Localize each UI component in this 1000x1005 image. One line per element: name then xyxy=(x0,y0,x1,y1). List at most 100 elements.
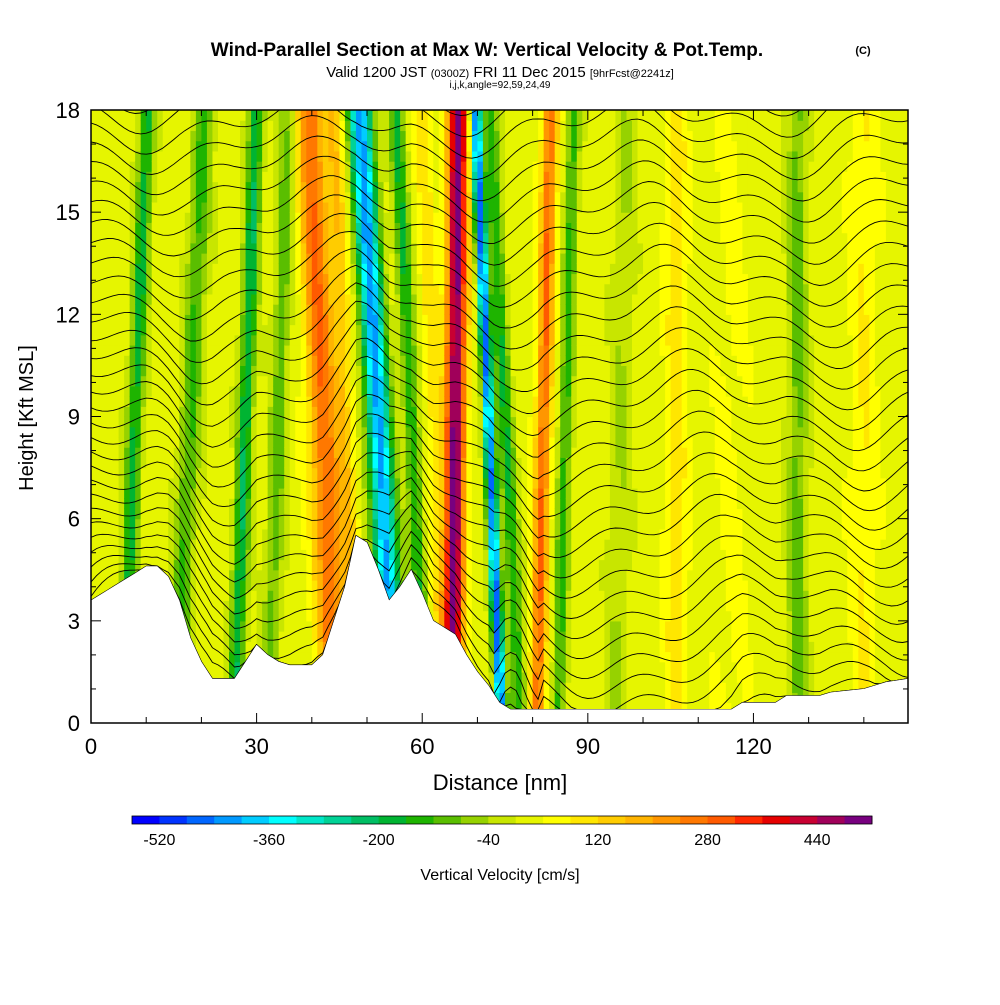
velocity-cell xyxy=(206,140,214,152)
velocity-cell xyxy=(317,365,324,377)
velocity-cell xyxy=(493,692,501,704)
velocity-cell xyxy=(488,385,495,397)
velocity-cell xyxy=(267,488,274,499)
velocity-cell xyxy=(295,232,302,244)
velocity-cell xyxy=(306,559,313,571)
velocity-cell xyxy=(416,477,423,489)
velocity-cell xyxy=(289,477,296,489)
velocity-cell xyxy=(405,477,412,489)
velocity-cell xyxy=(510,488,517,499)
velocity-cell xyxy=(135,559,142,571)
velocity-cell xyxy=(444,498,451,510)
velocity-cell xyxy=(212,140,219,152)
velocity-cell xyxy=(471,488,479,499)
velocity-cell xyxy=(333,181,341,193)
velocity-cell xyxy=(493,232,501,244)
velocity-cell xyxy=(532,436,539,448)
velocity-cell xyxy=(333,344,341,356)
velocity-cell xyxy=(389,110,396,121)
velocity-cell xyxy=(140,528,147,540)
velocity-cell xyxy=(466,631,473,642)
velocity-cell xyxy=(516,651,523,663)
velocity-cell xyxy=(278,467,285,479)
velocity-cell xyxy=(422,212,429,223)
velocity-cell xyxy=(262,232,269,244)
velocity-cell xyxy=(333,324,341,336)
velocity-cell xyxy=(118,436,125,448)
velocity-cell xyxy=(245,488,252,499)
velocity-cell xyxy=(427,406,434,418)
velocity-cell xyxy=(444,263,451,275)
velocity-cell xyxy=(449,110,456,121)
velocity-cell xyxy=(339,385,346,397)
velocity-cell xyxy=(212,242,219,254)
velocity-cell xyxy=(173,518,180,530)
velocity-cell xyxy=(206,201,214,213)
velocity-cell xyxy=(317,610,324,622)
velocity-cell xyxy=(361,334,368,346)
velocity-cell xyxy=(477,569,484,581)
velocity-cell xyxy=(245,242,252,254)
velocity-cell xyxy=(411,191,418,203)
velocity-cell xyxy=(91,273,98,285)
velocity-cell xyxy=(422,447,429,458)
velocity-cell xyxy=(173,150,180,162)
velocity-cell xyxy=(300,375,307,387)
velocity-cell xyxy=(389,191,396,203)
velocity-cell xyxy=(267,559,274,571)
velocity-cell xyxy=(400,457,407,469)
velocity-cell xyxy=(411,355,418,367)
velocity-cell xyxy=(229,253,236,264)
velocity-cell xyxy=(135,518,142,530)
velocity-cell xyxy=(427,120,434,132)
velocity-cell xyxy=(516,498,523,510)
velocity-cell xyxy=(245,508,252,520)
velocity-cell xyxy=(427,498,434,510)
velocity-cell xyxy=(400,488,407,499)
velocity-cell xyxy=(179,549,186,561)
velocity-cell xyxy=(505,671,512,683)
velocity-cell xyxy=(162,416,169,428)
velocity-cell xyxy=(416,232,423,244)
velocity-cell xyxy=(273,242,280,254)
velocity-cell xyxy=(449,212,456,223)
velocity-cell xyxy=(538,365,545,377)
velocity-cell xyxy=(229,600,236,612)
velocity-cell xyxy=(151,283,158,295)
velocity-cell xyxy=(372,242,379,254)
velocity-cell xyxy=(455,467,462,479)
velocity-cell xyxy=(157,365,164,377)
velocity-cell xyxy=(223,150,230,162)
velocity-cell xyxy=(322,181,329,193)
velocity-cell xyxy=(471,396,479,407)
velocity-cell xyxy=(240,528,247,540)
velocity-cell xyxy=(449,304,456,315)
velocity-cell xyxy=(201,641,208,653)
velocity-cell xyxy=(245,344,252,356)
velocity-cell xyxy=(113,344,120,356)
velocity-cell xyxy=(146,181,153,193)
velocity-cell xyxy=(217,528,225,540)
velocity-cell xyxy=(383,385,390,397)
velocity-cell xyxy=(438,324,445,336)
velocity-cell xyxy=(361,110,368,121)
velocity-cell xyxy=(157,355,164,367)
velocity-cell xyxy=(328,283,335,295)
velocity-cell xyxy=(355,222,363,234)
velocity-cell xyxy=(140,365,147,377)
velocity-cell xyxy=(449,201,456,213)
velocity-cell xyxy=(234,191,241,203)
velocity-cell xyxy=(433,426,440,438)
velocity-cell xyxy=(505,263,512,275)
velocity-cell xyxy=(455,426,462,438)
velocity-cell xyxy=(543,385,550,397)
velocity-cell xyxy=(190,467,197,479)
velocity-cell xyxy=(135,385,142,397)
velocity-cell xyxy=(455,263,462,275)
velocity-cell xyxy=(217,171,225,183)
subtitle-line: Valid 1200 JST (0300Z) FRI 11 Dec 2015 [… xyxy=(326,64,674,81)
velocity-cell xyxy=(383,283,390,295)
velocity-cell xyxy=(433,273,440,285)
velocity-cell xyxy=(394,477,401,489)
velocity-cell xyxy=(179,212,186,223)
